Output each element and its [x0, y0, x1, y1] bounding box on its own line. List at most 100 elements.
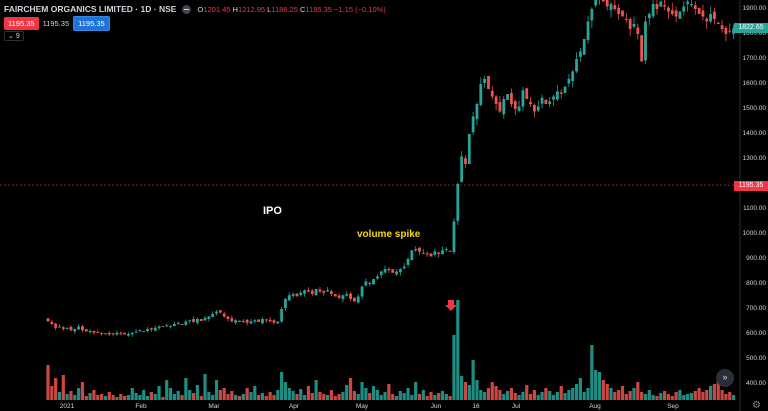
volume-bar	[364, 388, 368, 400]
candle	[448, 250, 452, 252]
scroll-to-realtime-button[interactable]: »	[716, 369, 734, 387]
candle	[364, 281, 368, 286]
candle	[115, 332, 119, 335]
candle	[215, 311, 218, 314]
candle	[226, 316, 230, 319]
candle	[96, 331, 100, 333]
candle	[563, 86, 567, 94]
candle	[525, 88, 529, 99]
volume-bar	[532, 390, 537, 400]
volume-bar	[207, 392, 211, 400]
candle	[571, 71, 575, 82]
candle	[667, 7, 670, 12]
candle	[69, 326, 73, 331]
volume-bar	[666, 394, 671, 400]
volume-bar	[253, 386, 257, 400]
volume-bar	[624, 394, 628, 400]
time-tick: 16	[472, 403, 480, 410]
volume-bar	[272, 395, 276, 400]
candle	[590, 9, 594, 21]
candle	[437, 252, 441, 254]
volume-bar	[483, 392, 487, 400]
volume-bar	[609, 388, 613, 400]
candle	[161, 326, 165, 328]
volume-bar	[383, 392, 387, 400]
candle	[659, 1, 663, 7]
candle	[46, 318, 50, 322]
volume-bar	[555, 392, 559, 400]
candle	[368, 283, 372, 285]
volume-bar	[682, 395, 686, 400]
volume-bar	[268, 392, 272, 400]
sell-button[interactable]: 1195.35	[4, 17, 39, 30]
candle	[406, 259, 410, 265]
indicators-toggle[interactable]: ⌄ 9	[4, 31, 24, 41]
volume-bar	[463, 382, 468, 400]
volume-bar	[506, 391, 510, 400]
chart-legend: FAIRCHEM ORGANICS LIMITED · 1D · NSE O12…	[4, 4, 386, 14]
candle	[533, 104, 536, 112]
volume-bar	[659, 393, 663, 400]
volume-bar	[161, 397, 165, 400]
volume-bar	[467, 385, 471, 400]
candle	[165, 325, 169, 327]
volume-bar	[368, 393, 372, 400]
candle	[372, 279, 375, 285]
candle	[513, 101, 517, 109]
volume-bar	[54, 378, 58, 400]
price-tick: 600.00	[746, 330, 766, 337]
settings-gear-icon[interactable]: ⚙	[752, 400, 761, 411]
volume-bar	[168, 388, 173, 400]
candle	[732, 28, 735, 34]
candle	[253, 320, 257, 322]
candle	[180, 323, 184, 325]
volume-bar	[440, 391, 445, 400]
candle	[578, 51, 582, 57]
volume-bar	[636, 382, 640, 400]
volume-bar	[337, 394, 341, 400]
volume-bar	[387, 384, 391, 400]
volume-bar	[643, 394, 648, 400]
candle	[464, 158, 467, 164]
candle	[341, 295, 345, 300]
volume-bar	[356, 394, 360, 400]
volume-bar	[283, 382, 288, 400]
candle	[349, 293, 352, 299]
volume-bar	[540, 392, 544, 400]
candle	[241, 321, 245, 322]
ipo-annotation: IPO	[263, 205, 282, 217]
candle	[280, 309, 284, 322]
volume-bar	[578, 378, 582, 400]
volume-bar	[689, 393, 694, 400]
volume-bar	[410, 395, 414, 400]
volume-bar	[306, 386, 311, 400]
price-tick: 1800.00	[742, 30, 767, 37]
candle	[61, 327, 65, 329]
volume-bar	[149, 392, 154, 400]
candle	[395, 271, 398, 275]
symbol-title[interactable]: FAIRCHEM ORGANICS LIMITED · 1D · NSE	[4, 4, 177, 14]
volume-bar	[494, 386, 498, 400]
time-tick: Feb	[135, 403, 147, 410]
volume-bar	[716, 380, 720, 400]
collapse-icon[interactable]	[182, 4, 192, 14]
current-price-label: 1822.65	[734, 23, 768, 33]
buy-button[interactable]: 1195.35	[73, 16, 110, 31]
candle	[330, 291, 333, 294]
candle	[119, 332, 123, 334]
volume-bar	[528, 394, 533, 400]
candle	[682, 6, 686, 12]
volume-bar	[345, 385, 349, 400]
price-tick: 1300.00	[742, 155, 767, 162]
candle	[130, 332, 134, 335]
volume-bar	[712, 384, 717, 400]
volume-bar	[701, 392, 705, 400]
volume-bar	[406, 388, 410, 400]
volume-bar	[211, 395, 215, 400]
volume-bar	[490, 382, 494, 400]
candle	[402, 266, 406, 269]
volume-bar	[421, 390, 425, 400]
volume-bar	[61, 375, 65, 400]
candle	[724, 27, 728, 34]
